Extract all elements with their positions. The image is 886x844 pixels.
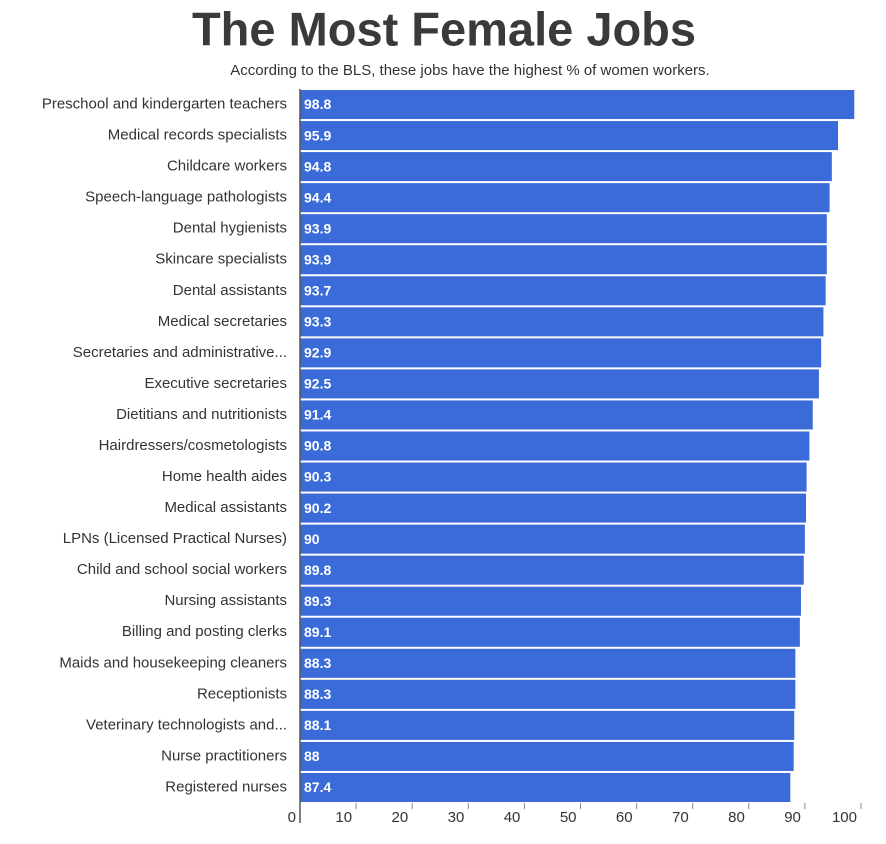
x-tick-label: 40 <box>504 809 521 826</box>
value-label: 90.3 <box>304 469 331 485</box>
value-label: 94.8 <box>304 158 331 174</box>
category-label: Nursing assistants <box>164 592 287 609</box>
value-label: 92.9 <box>304 345 331 361</box>
bar <box>300 276 826 306</box>
bar <box>300 369 819 399</box>
category-label: Dietitians and nutritionists <box>116 406 287 423</box>
value-label: 93.7 <box>304 282 331 298</box>
value-label: 92.5 <box>304 376 331 392</box>
value-label: 93.9 <box>304 220 331 236</box>
bar <box>300 90 855 120</box>
category-label: Registered nurses <box>165 778 287 795</box>
value-label: 90 <box>304 531 320 547</box>
bar <box>300 710 795 740</box>
value-label: 90.2 <box>304 500 331 516</box>
x-tick-label: 80 <box>728 809 745 826</box>
bar <box>300 214 827 244</box>
x-tick-label: 30 <box>448 809 465 826</box>
category-label: Medical records specialists <box>108 127 287 144</box>
bar <box>300 307 824 337</box>
category-label: Preschool and kindergarten teachers <box>42 95 287 112</box>
x-tick-label: 90 <box>784 809 801 826</box>
x-tick-label: 0 <box>288 809 296 826</box>
value-label: 88.1 <box>304 717 331 733</box>
bar <box>300 617 800 647</box>
bar <box>300 152 832 182</box>
bar <box>300 121 838 151</box>
bar <box>300 431 810 461</box>
value-label: 93.3 <box>304 314 331 330</box>
category-label: Nurse practitioners <box>161 747 287 764</box>
bar <box>300 555 804 585</box>
bar <box>300 462 807 492</box>
value-label: 88 <box>304 748 320 764</box>
chart-subtitle: According to the BLS, these jobs have th… <box>230 62 709 79</box>
bar <box>300 400 813 430</box>
category-label: Maids and housekeeping cleaners <box>59 654 287 671</box>
category-label: Skincare specialists <box>155 251 287 268</box>
value-label: 95.9 <box>304 127 331 143</box>
bar <box>300 524 805 554</box>
bar <box>300 648 796 678</box>
bar <box>300 586 801 616</box>
category-label: Medical assistants <box>164 499 287 516</box>
value-label: 93.9 <box>304 251 331 267</box>
category-label: Child and school social workers <box>77 561 287 578</box>
value-label: 89.8 <box>304 562 331 578</box>
value-label: 91.4 <box>304 407 331 423</box>
value-label: 87.4 <box>304 779 331 795</box>
category-label: Hairdressers/cosmetologists <box>99 437 287 454</box>
value-label: 94.4 <box>304 189 331 205</box>
category-label: Childcare workers <box>167 158 287 175</box>
value-label: 89.1 <box>304 624 331 640</box>
x-tick-label: 70 <box>672 809 689 826</box>
category-label: Executive secretaries <box>144 375 287 392</box>
value-label: 88.3 <box>304 686 331 702</box>
value-label: 90.8 <box>304 438 331 454</box>
category-label: Speech-language pathologists <box>85 189 287 206</box>
category-label: Dental hygienists <box>173 220 287 237</box>
category-label: Billing and posting clerks <box>122 623 287 640</box>
bar <box>300 772 791 802</box>
category-label: Home health aides <box>162 468 287 485</box>
x-tick-label: 50 <box>560 809 577 826</box>
x-tick-label: 20 <box>392 809 409 826</box>
value-label: 98.8 <box>304 96 331 112</box>
bar <box>300 338 822 368</box>
category-label: Veterinary technologists and... <box>86 716 287 733</box>
category-label: LPNs (Licensed Practical Nurses) <box>63 530 287 547</box>
value-label: 89.3 <box>304 593 331 609</box>
x-tick-label: 10 <box>335 809 352 826</box>
bar <box>300 493 807 523</box>
category-label: Receptionists <box>197 685 287 702</box>
bar <box>300 741 794 771</box>
x-tick-label: 100 <box>832 809 857 826</box>
bar <box>300 679 796 709</box>
category-label: Secretaries and administrative... <box>73 344 287 361</box>
bar <box>300 183 830 213</box>
chart-title: The Most Female Jobs <box>192 2 696 55</box>
bar <box>300 245 827 275</box>
category-label: Dental assistants <box>173 282 287 299</box>
x-tick-label: 60 <box>616 809 633 826</box>
value-label: 88.3 <box>304 655 331 671</box>
category-label: Medical secretaries <box>158 313 287 330</box>
